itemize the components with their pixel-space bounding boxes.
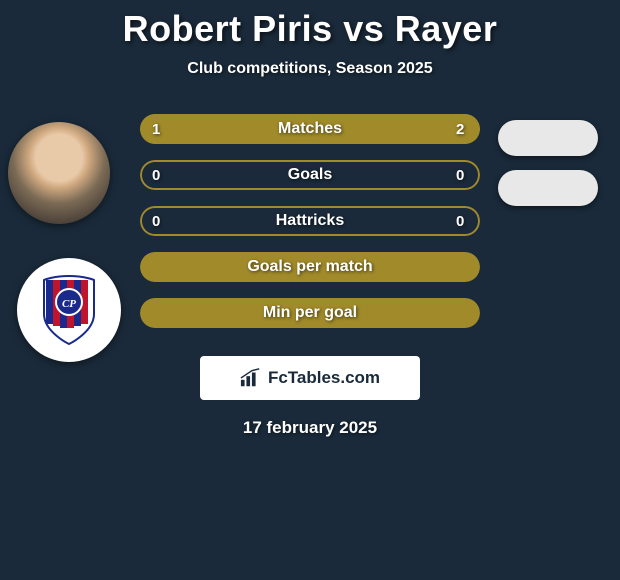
stat-right-value-hattricks: 0 (456, 213, 464, 230)
stat-row-hattricks: Hattricks00 (0, 198, 620, 244)
stat-left-value-hattricks: 0 (152, 213, 160, 230)
source-logo-text: FcTables.com (268, 368, 380, 388)
page-subtitle: Club competitions, Season 2025 (0, 60, 620, 78)
stat-row-gpm: Goals per match (0, 244, 620, 290)
stat-bar-mpg (140, 298, 480, 328)
stats-area: Matches12Goals00Hattricks00Goals per mat… (0, 106, 620, 336)
stat-bar-hattricks (140, 206, 480, 236)
page-title: Robert Piris vs Rayer (0, 0, 620, 50)
stat-bar-matches (140, 114, 480, 144)
stat-right-value-goals: 0 (456, 167, 464, 184)
stat-left-value-matches: 1 (152, 121, 160, 138)
stat-bar-goals (140, 160, 480, 190)
stat-bar-gpm (140, 252, 480, 282)
stat-row-mpg: Min per goal (0, 290, 620, 336)
source-logo: FcTables.com (200, 356, 420, 400)
chart-icon (240, 368, 262, 388)
stat-row-matches: Matches12 (0, 106, 620, 152)
stat-right-value-matches: 2 (456, 121, 464, 138)
stat-row-goals: Goals00 (0, 152, 620, 198)
date-label: 17 february 2025 (0, 418, 620, 438)
stat-left-value-goals: 0 (152, 167, 160, 184)
